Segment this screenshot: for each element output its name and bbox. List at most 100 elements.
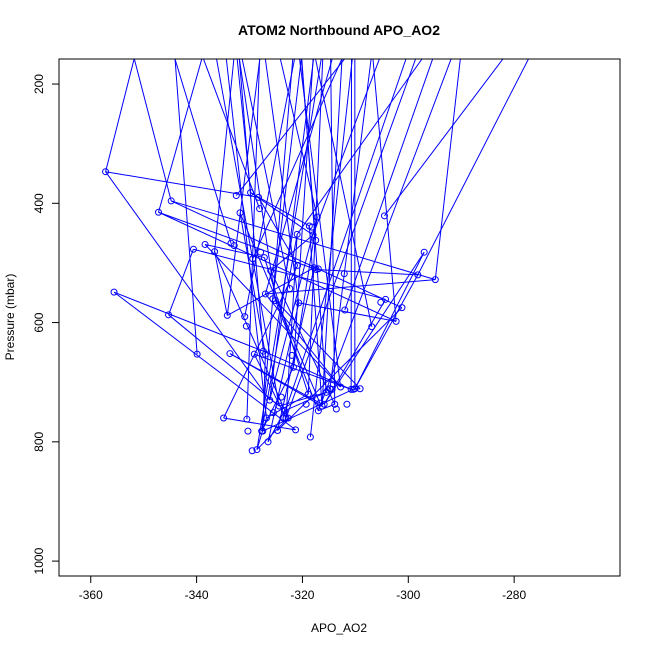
profile-segment [282,59,407,419]
data-point [398,304,406,312]
data-point [337,383,345,391]
data-point [332,405,340,413]
data-point [280,407,288,415]
profile-segment [171,200,436,281]
profile-segment [269,59,315,401]
profile-segment [434,59,461,280]
profile-segment [214,251,289,419]
profile-segment [266,393,309,419]
profile-segment [105,171,271,401]
profile-segment [244,59,296,317]
data-point [220,414,228,422]
data-point [414,271,422,279]
data-point [110,288,118,296]
data-point [267,267,275,275]
profile-segment [168,314,280,407]
data-point [286,285,294,293]
data-point [331,400,339,408]
profile-segment [270,234,314,272]
profile-segment [315,59,373,327]
data-point [295,299,303,307]
profile-segment [292,59,314,368]
y-tick-label: 200 [32,74,46,94]
x-tick-label: -360 [79,588,103,602]
data-point [165,311,173,319]
data-point [382,295,390,303]
profile-segment [317,59,452,411]
data-point [211,248,219,256]
data-point [431,276,439,284]
x-axis: -360 -340 -320 -300 -280 [79,576,526,602]
y-tick-label: 1000 [32,547,46,574]
profile-segment [105,171,259,198]
data-point [328,385,336,393]
data-point [248,447,256,455]
plot-area [105,59,530,450]
data-point [260,254,268,262]
profile-segment [250,192,310,227]
data-point [257,248,265,256]
profile-segment [267,302,300,442]
data-point [292,426,300,434]
data-point [241,313,249,321]
data-point [351,385,359,393]
data-point [261,290,269,298]
profile-segment [133,59,172,202]
data-point [313,213,321,221]
data-point [282,414,290,422]
profile-segment [246,59,261,420]
data-points [102,168,439,455]
data-point [309,231,317,239]
y-axis: 200 400 600 800 1000 [32,74,59,574]
data-point [236,209,244,217]
data-point [368,323,376,331]
profile-segment [264,59,333,295]
data-point [279,414,287,422]
data-point [232,192,240,200]
profile-segment [269,216,318,401]
profile-segment [372,59,397,322]
profile-segment [299,59,342,388]
data-point [255,193,263,201]
data-point [310,264,318,272]
data-point [277,393,285,401]
profile-segment [174,59,232,244]
data-point [230,242,238,250]
profile-segment [254,353,352,390]
data-point [340,270,348,278]
profile-segment [316,268,418,276]
profile-segment [223,417,296,431]
data-point [314,265,322,273]
data-point [318,402,326,410]
profile-segment [285,234,298,419]
profile-segment [214,251,228,316]
data-point [262,414,270,422]
data-point [312,236,320,244]
y-tick-label: 400 [32,193,46,213]
x-tick-label: -320 [290,588,314,602]
profile-segment [170,200,403,309]
y-tick-label: 800 [32,431,46,451]
data-point [247,189,255,197]
data-point [253,446,261,454]
data-point [269,409,277,417]
profile-segment [204,244,341,388]
data-point [226,350,234,358]
x-axis-label: APO_AO2 [311,621,367,635]
data-point [304,390,312,398]
data-point [244,427,252,435]
profile-segment [193,248,386,300]
data-point [380,212,388,220]
data-point [420,248,428,256]
data-point [243,415,251,423]
profile-segment [238,59,276,301]
profile-segment [261,59,294,432]
profile-segment [174,59,198,355]
data-point [102,168,110,176]
profile-segment [204,243,265,259]
data-point [264,438,272,446]
data-point [223,311,231,319]
data-point [392,317,400,325]
